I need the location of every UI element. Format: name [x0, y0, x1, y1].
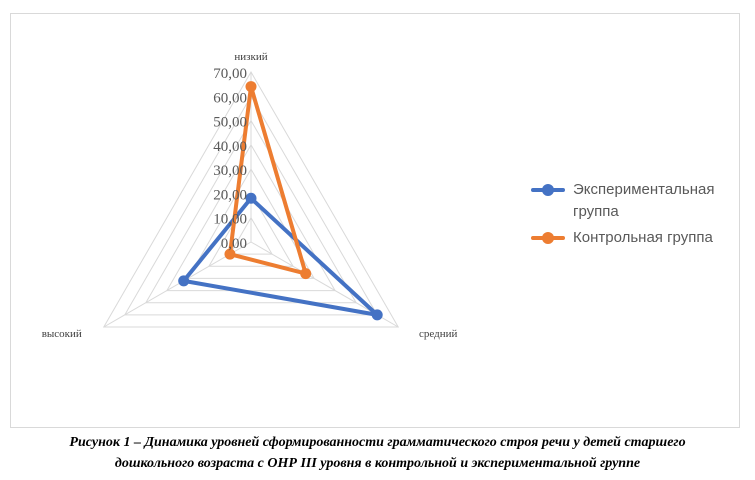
- data-point: [245, 81, 257, 93]
- category-label: высокий: [42, 328, 82, 340]
- legend-item-experimental: Экспериментальная группа: [531, 179, 736, 223]
- data-point: [224, 248, 236, 260]
- legend-label-control: Контрольная группа: [573, 229, 713, 246]
- grid-ring: [123, 95, 379, 316]
- radar-chart: 0,0010,0020,0030,0040,0050,0060,0070,00 …: [42, 51, 458, 340]
- figure-caption: Рисунок 1 – Динамика уровней сформирован…: [0, 432, 755, 474]
- category-labels: низкий средний высокий: [42, 51, 458, 340]
- tick-label: 70,00: [213, 66, 247, 82]
- radar-grid: [102, 70, 400, 328]
- legend-marker-control: [531, 232, 565, 244]
- series-line: [181, 196, 380, 317]
- grid-ring: [102, 70, 400, 328]
- data-point: [178, 275, 190, 287]
- tick-label: 50,00: [213, 115, 247, 131]
- legend-marker-experimental: [531, 184, 565, 196]
- grid-ring: [208, 192, 294, 267]
- tick-label: 40,00: [213, 139, 247, 155]
- category-label: средний: [419, 328, 457, 340]
- radar-series: [178, 81, 383, 321]
- grid-ring: [144, 119, 358, 304]
- legend-label-experimental: Экспериментальная группа: [573, 181, 715, 220]
- caption-line-2: дошкольного возраста с ОНР III уровня в …: [114, 456, 641, 471]
- data-point: [300, 268, 312, 280]
- tick-label: 20,00: [213, 187, 247, 203]
- tick-label: 0,00: [221, 236, 247, 252]
- data-point: [245, 192, 257, 204]
- tick-label: 60,00: [213, 90, 247, 106]
- category-label: низкий: [234, 51, 267, 63]
- legend: Экспериментальная группа Контрольная гру…: [531, 179, 736, 253]
- radial-tick-labels: 0,00 10,00 20,00 30,00 40,00 50,00 60,00 70,00: [213, 66, 247, 252]
- tick-label: 10,00: [213, 212, 247, 228]
- caption-line-1: Рисунок 1 – Динамика уровней сформирован…: [69, 435, 686, 450]
- grid-ring: [229, 216, 273, 255]
- chart-area: 0,00 10,00 20,00 30,00 40,00 50,00 60,00 70,00 …: [10, 13, 740, 428]
- legend-item-control: Контрольная группа: [531, 227, 736, 249]
- grid-ring: [187, 168, 315, 279]
- tick-label: 30,00: [213, 163, 247, 179]
- series-line: [227, 84, 308, 276]
- grid-ring: [166, 143, 336, 292]
- data-point: [371, 309, 383, 321]
